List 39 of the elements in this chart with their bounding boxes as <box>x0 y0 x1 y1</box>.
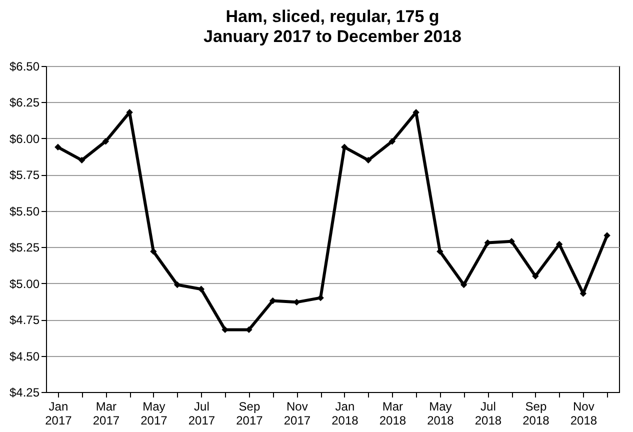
y-tick-label: $6.00 <box>9 132 40 146</box>
point <box>604 232 610 239</box>
y-tick-label: $4.50 <box>9 349 40 364</box>
point <box>78 156 86 164</box>
x-tick-label: Jul 2018 <box>474 400 502 428</box>
point <box>222 326 228 334</box>
point <box>460 281 468 288</box>
x-tick-label: May 2017 <box>140 400 168 428</box>
x-tick-label: Jul 2017 <box>188 400 216 428</box>
point <box>102 138 110 145</box>
x-tick-label: Nov 2018 <box>570 400 598 428</box>
point <box>556 240 563 248</box>
x-tick-label: Sep 2017 <box>236 400 264 428</box>
chart-title: Ham, sliced, regular, 175 g <box>226 7 440 26</box>
x-tick-label: Mar 2018 <box>379 400 406 428</box>
point <box>364 156 372 164</box>
x-tick-label: Mar 2017 <box>92 400 120 428</box>
x-tick-label: Nov 2017 <box>284 400 311 428</box>
point <box>174 281 181 288</box>
x-tick-label: Jan 2017 <box>45 400 72 428</box>
y-tick-label: $4.75 <box>9 313 40 328</box>
x-tick-label: Jan 2018 <box>332 400 359 428</box>
point <box>54 144 62 150</box>
x-tick-label: Sep 2018 <box>522 400 550 428</box>
y-tick-label: $6.25 <box>9 96 40 110</box>
point <box>436 248 444 255</box>
y-tick-label: $4.25 <box>9 386 40 400</box>
y-tick-label: $5.75 <box>9 168 40 182</box>
y-tick-label: $5.50 <box>9 204 40 218</box>
y-tick-label: $5.25 <box>9 240 40 255</box>
point <box>532 272 539 280</box>
point <box>150 248 157 255</box>
x-tick-label: May 2018 <box>427 400 454 428</box>
point <box>388 138 396 145</box>
point <box>198 286 205 292</box>
chart-subtitle: January 2017 to December 2018 <box>204 27 462 46</box>
y-tick-label: $5.00 <box>9 276 40 291</box>
point <box>246 326 252 334</box>
y-tick-label: $6.50 <box>9 60 40 74</box>
